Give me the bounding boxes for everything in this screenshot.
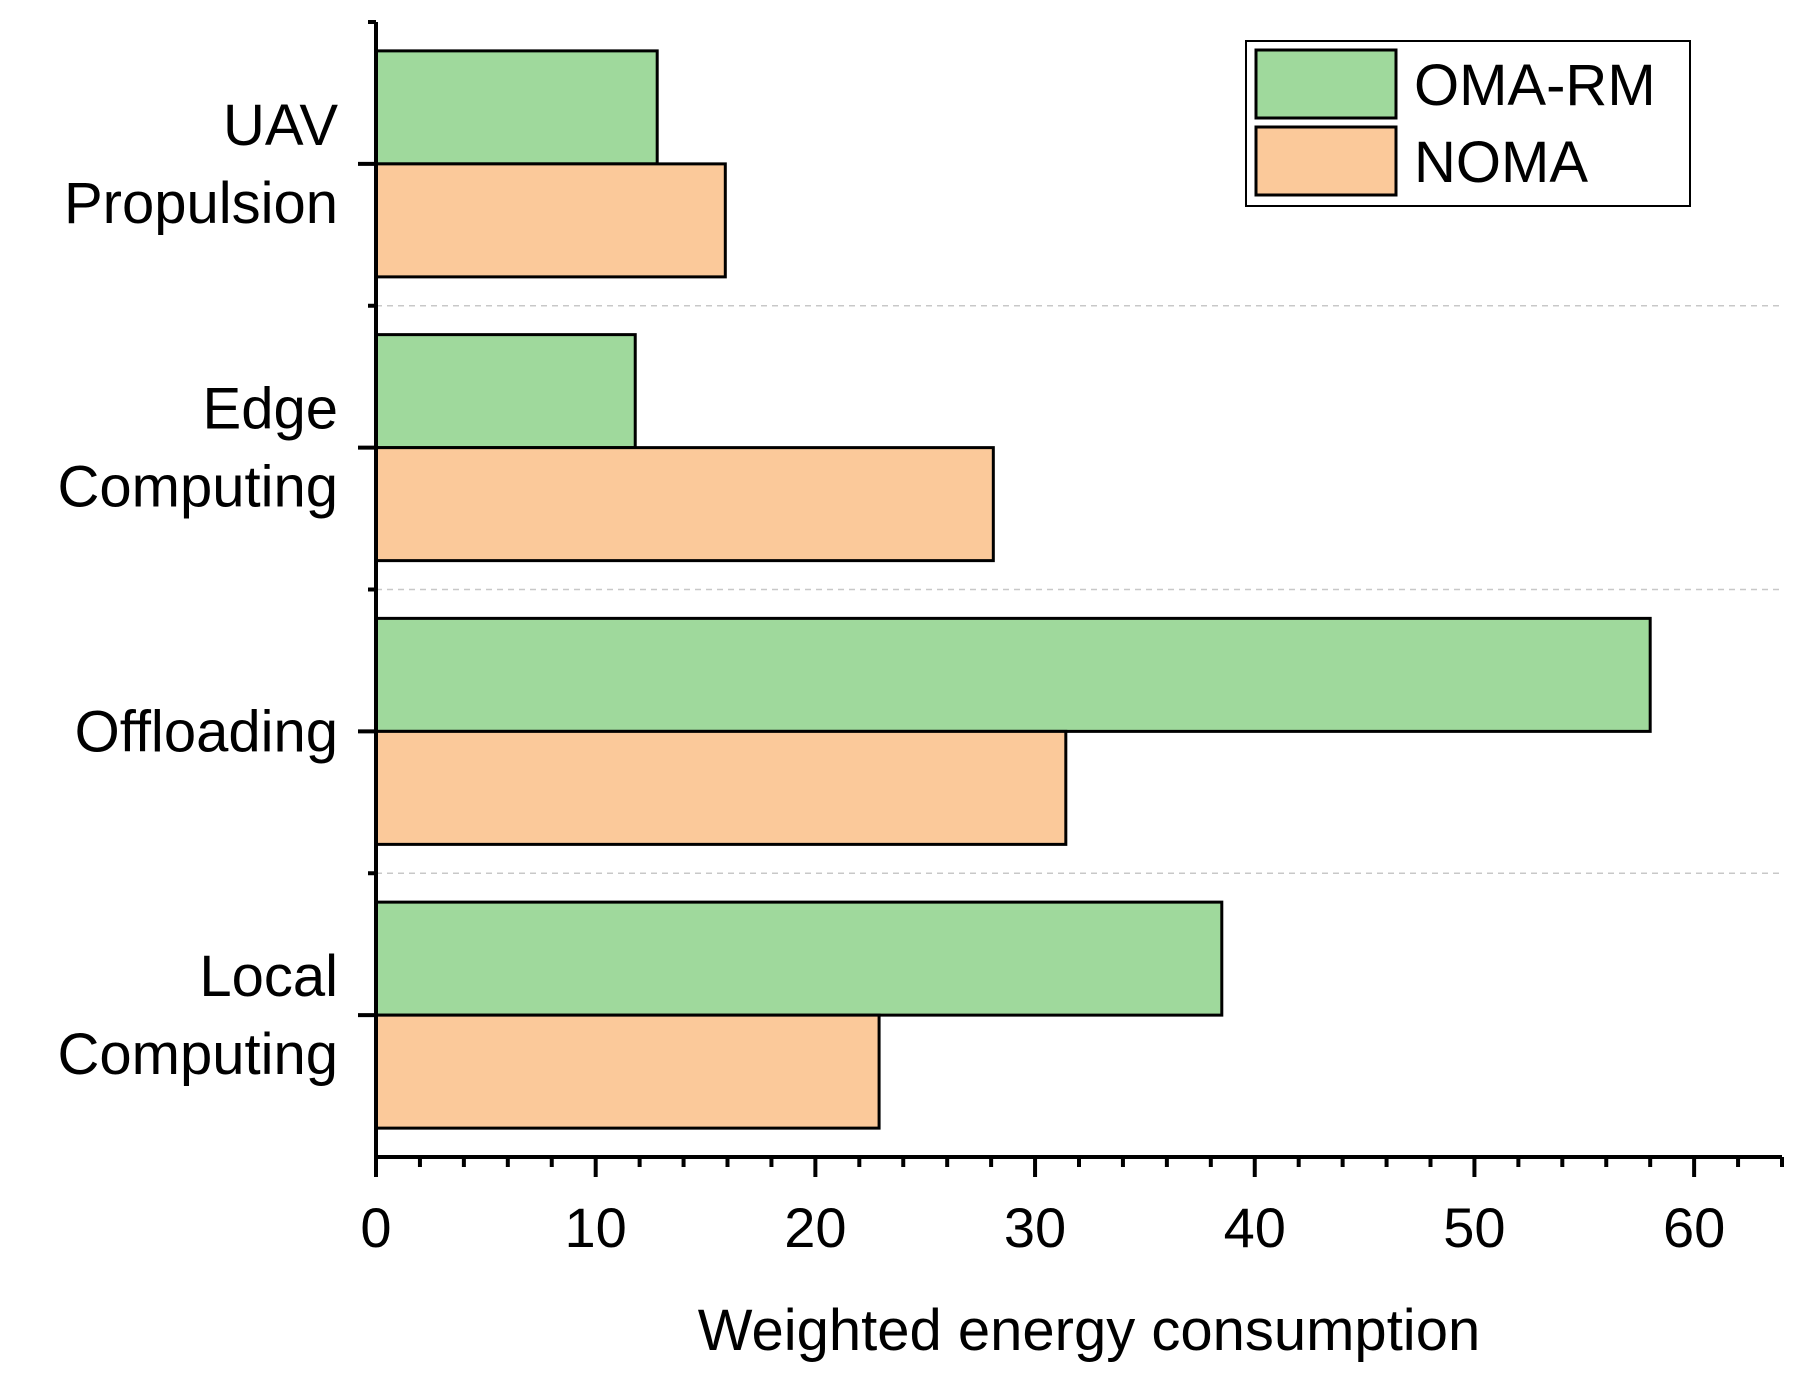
x-tick-label: 40 [1224,1196,1286,1259]
legend-label-oma-rm: OMA-RM [1414,53,1656,118]
bar-noma-0 [374,162,727,279]
x-tick-label: 60 [1663,1196,1725,1259]
bar-noma-1 [374,446,995,563]
x-tick-label: 50 [1443,1196,1505,1259]
legend-swatch-noma [1254,125,1398,197]
category-label: Computing [58,1022,338,1087]
category-label: Propulsion [64,171,338,236]
x-tick-label: 20 [784,1196,846,1259]
x-tick-label: 30 [1004,1196,1066,1259]
legend-label-noma: NOMA [1414,130,1588,195]
category-label: Computing [58,455,338,520]
category-label: Edge [203,377,338,442]
bar-noma-2 [374,729,1068,846]
bar-oma-rm-2 [374,616,1652,733]
category-label: Local [199,944,338,1009]
legend-swatch-oma-rm [1254,48,1398,120]
category-labels: UAV Propulsion Edge Computing Offloading Loca… [58,93,339,1087]
bar-noma-3 [374,1013,881,1130]
category-label: UAV [223,93,338,158]
category-label: Offloading [75,699,338,764]
bar-oma-rm-3 [374,900,1224,1017]
legend: OMA-RM NOMA [1245,40,1691,207]
x-axis-ticks: 0 10 20 30 40 50 60 [358,20,1784,1259]
grid-lines [376,305,1782,874]
x-axis-title: Weighted energy consumption [698,1298,1480,1363]
x-tick-label: 10 [565,1196,627,1259]
bar-oma-rm-1 [374,333,637,450]
bar-oma-rm-0 [374,49,659,166]
x-tick-label: 0 [360,1196,391,1259]
bars [374,49,1652,1130]
